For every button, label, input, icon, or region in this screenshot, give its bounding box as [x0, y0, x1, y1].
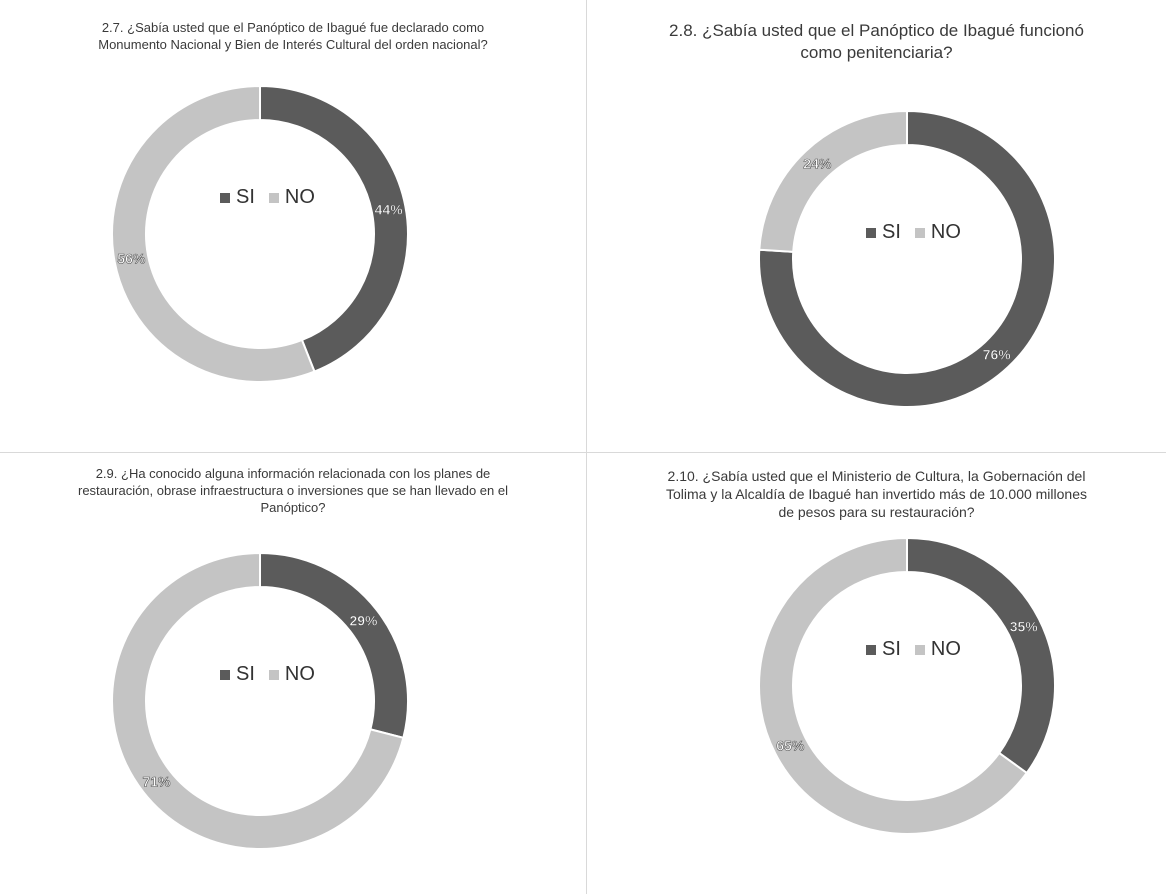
donut-chart: 76% 24%	[758, 109, 1056, 408]
data-label-no: 24%	[803, 156, 832, 172]
vertical-divider	[586, 0, 587, 894]
legend-item-si: SI	[220, 186, 255, 209]
donut-slice-no	[111, 551, 405, 850]
donut-slice-no	[758, 109, 908, 253]
legend-swatch-no	[268, 192, 279, 203]
donut-slice-si	[259, 551, 409, 740]
chart-legend: SI NO	[220, 663, 315, 686]
chart-panel-2-9: 2.9. ¿Ha conocido alguna información rel…	[0, 453, 586, 894]
donut-slice-si	[259, 84, 409, 373]
legend-item-si: SI	[220, 663, 255, 686]
donut-slice-no	[111, 84, 316, 383]
legend-label: SI	[236, 186, 255, 208]
legend-item-no: NO	[268, 186, 315, 209]
legend-label: SI	[236, 663, 255, 685]
legend-swatch-si	[220, 669, 230, 680]
chart-title: 2.7. ¿Sabía usted que el Panóptico de Ib…	[0, 20, 586, 54]
legend-label: SI	[882, 221, 901, 243]
legend-label: NO	[930, 638, 961, 660]
data-label-no: 65%	[776, 737, 805, 753]
chart-panel-2-8: 2.8. ¿Sabía usted que el Panóptico de Ib…	[587, 0, 1166, 452]
chart-legend: SI NO	[866, 221, 961, 244]
chart-title-line: 2.10. ¿Sabía usted que el Ministerio de …	[667, 468, 1086, 484]
chart-panel-2-10: 2.10. ¿Sabía usted que el Ministerio de …	[587, 453, 1166, 894]
legend-swatch-si	[866, 227, 876, 238]
horizontal-divider	[0, 452, 1166, 453]
chart-title-line: como penitenciaria?	[800, 43, 953, 63]
donut-chart: 44% 56%	[111, 84, 409, 383]
legend-item-no: NO	[914, 221, 961, 244]
chart-legend: SI NO	[220, 186, 315, 209]
data-label-si: 35%	[1010, 619, 1039, 635]
chart-title: 2.9. ¿Ha conocido alguna información rel…	[0, 466, 586, 517]
legend-label: NO	[284, 186, 315, 208]
data-label-si: 44%	[375, 201, 404, 217]
data-label-no: 56%	[117, 251, 146, 267]
chart-title-line: 2.8. ¿Sabía usted que el Panóptico de Ib…	[669, 21, 1084, 40]
data-label-si: 76%	[983, 346, 1012, 362]
chart-title-line: Monumento Nacional y Bien de Interés Cul…	[98, 36, 488, 52]
donut-slice-si	[758, 109, 1056, 408]
legend-item-si: SI	[866, 638, 901, 661]
data-label-si: 29%	[349, 613, 378, 629]
chart-panel-2-7: 2.7. ¿Sabía usted que el Panóptico de Ib…	[0, 0, 586, 452]
chart-title-line: 2.7. ¿Sabía usted que el Panóptico de Ib…	[101, 20, 485, 35]
chart-title-line: Tolima y la Alcaldía de Ibagué han inver…	[665, 486, 1088, 503]
legend-swatch-no	[914, 644, 925, 655]
legend-label: SI	[882, 638, 901, 660]
legend-item-no: NO	[268, 663, 315, 686]
donut-slice-no	[758, 536, 1029, 835]
data-label-no: 71%	[142, 773, 171, 789]
legend-swatch-no	[268, 669, 279, 680]
legend-swatch-si	[220, 192, 230, 203]
legend-item-no: NO	[914, 638, 961, 661]
legend-label: NO	[284, 663, 315, 685]
chart-title: 2.8. ¿Sabía usted que el Panóptico de Ib…	[587, 20, 1166, 64]
chart-title-line: de pesos para su restauración?	[778, 504, 975, 521]
legend-item-si: SI	[866, 221, 901, 244]
chart-title-line: restauración, obrase infraestructura o i…	[78, 482, 508, 498]
donut-chart: 29% 71%	[111, 551, 409, 850]
legend-swatch-no	[914, 227, 925, 238]
chart-title: 2.10. ¿Sabía usted que el Ministerio de …	[587, 467, 1166, 522]
legend-label: NO	[930, 221, 961, 243]
chart-title-line: 2.9. ¿Ha conocido alguna información rel…	[95, 466, 491, 481]
chart-legend: SI NO	[866, 638, 961, 661]
legend-swatch-si	[866, 644, 876, 655]
donut-chart: 35% 65%	[758, 536, 1056, 835]
chart-title-line: Panóptico?	[260, 499, 326, 515]
